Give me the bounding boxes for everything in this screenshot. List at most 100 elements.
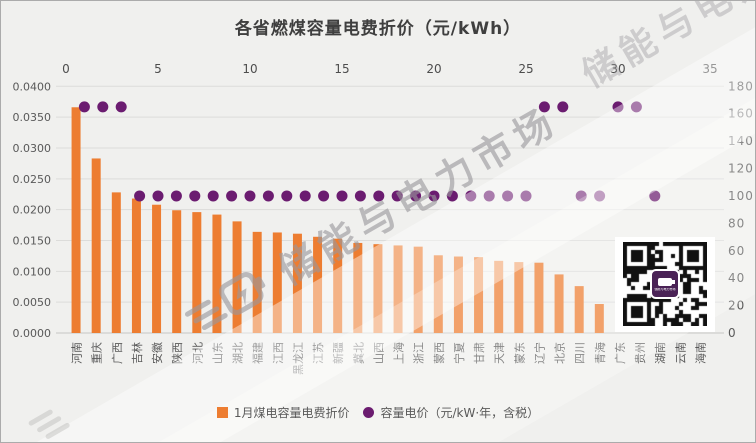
chart-legend: 1月煤电容量电费折价 容量电价（元/kW·年，含税） (1, 404, 755, 421)
dot-广西 (115, 101, 127, 113)
bar-山西 (373, 244, 383, 333)
top-axis-tick: 10 (242, 62, 257, 76)
category-label-甘肃: 甘肃 (473, 342, 486, 364)
left-axis-tick: 0.0150 (13, 234, 52, 247)
legend-square-swatch (216, 407, 228, 418)
category-label-海南: 海南 (693, 342, 707, 364)
bar-山东 (212, 214, 222, 333)
category-label-辽宁: 辽宁 (532, 342, 546, 364)
dot-北京 (520, 190, 532, 202)
bar-安徽 (152, 204, 162, 333)
dot-蒙西 (410, 190, 422, 202)
category-label-北京: 北京 (553, 342, 567, 364)
category-label-江苏: 江苏 (312, 342, 325, 364)
dot-吉林 (134, 190, 146, 202)
top-axis-tick: 35 (702, 62, 717, 76)
battery-logo-icon (658, 277, 675, 286)
bar-宁夏 (453, 256, 463, 333)
legend-label: 容量电价（元/kW·年，含税） (380, 406, 540, 420)
dot-浙江 (391, 190, 403, 202)
top-axis-tick: 20 (426, 62, 441, 76)
dot-湖北 (226, 190, 238, 202)
right-axis-tick: 160 (728, 107, 754, 121)
right-axis-tick: 40 (728, 271, 745, 285)
dot-重庆 (97, 101, 109, 113)
top-axis-tick: 25 (518, 62, 533, 76)
legend-circle-swatch (363, 407, 375, 418)
left-axis-tick: 0.0200 (13, 204, 52, 217)
bar-河北 (192, 212, 202, 333)
category-label-云南: 云南 (674, 342, 687, 364)
dot-黑龙江 (281, 190, 293, 202)
bar-甘肃 (474, 257, 484, 333)
category-label-广西: 广西 (111, 342, 124, 364)
dot-广东 (575, 190, 587, 202)
dot-宁夏 (428, 190, 440, 202)
left-axis-tick: 0.0400 (13, 80, 52, 93)
bar-湖北 (232, 221, 242, 333)
category-label-蒙西: 蒙西 (433, 342, 446, 364)
category-label-浙江: 浙江 (413, 342, 426, 364)
top-axis-tick: 0 (62, 62, 70, 76)
bar-四川 (574, 286, 584, 333)
top-axis-tick: 15 (334, 62, 349, 76)
category-label-河南: 河南 (71, 342, 84, 364)
qr-badge-label: 储能与电力市场 (654, 287, 676, 291)
top-axis-tick: 5 (154, 62, 162, 76)
dot-四川 (538, 101, 550, 113)
bar-蒙西 (433, 255, 443, 333)
dot-山东 (207, 190, 219, 202)
category-label-陕西: 陕西 (170, 342, 184, 364)
category-label-蒙东: 蒙东 (513, 342, 526, 364)
category-label-四川: 四川 (574, 342, 587, 364)
legend-item-bar-series: 1月煤电容量电费折价 (216, 404, 349, 421)
left-axis-tick: 0.0000 (13, 327, 52, 340)
dot-云南 (630, 101, 642, 113)
category-label-天津: 天津 (493, 342, 506, 364)
dot-河北 (189, 190, 201, 202)
bar-福建 (252, 231, 262, 333)
category-label-吉林: 吉林 (130, 342, 144, 364)
bar-浙江 (413, 246, 423, 333)
category-label-黑龙江: 黑龙江 (292, 342, 305, 375)
right-axis-tick: 60 (728, 244, 745, 258)
dot-福建 (244, 190, 256, 202)
bar-冀北 (353, 242, 363, 333)
bar-黑龙江 (292, 233, 302, 333)
bar-广西 (111, 192, 121, 333)
category-label-福建: 福建 (251, 342, 265, 364)
bar-河南 (71, 107, 81, 333)
bar-蒙东 (514, 262, 524, 333)
legend-item-scatter-series: 容量电价（元/kW·年，含税） (363, 404, 539, 421)
dot-江苏 (299, 190, 311, 202)
bar-吉林 (131, 198, 141, 333)
left-axis-tick: 0.0300 (13, 142, 52, 155)
qr-code: 储能与电力市场 (615, 237, 715, 332)
dot-甘肃 (446, 190, 458, 202)
left-axis-tick: 0.0100 (13, 265, 52, 278)
bar-辽宁 (534, 262, 544, 333)
category-label-广东: 广东 (614, 342, 627, 364)
category-label-新疆: 新疆 (331, 342, 345, 364)
right-axis-tick: 20 (728, 299, 745, 313)
bar-陕西 (172, 210, 182, 333)
category-label-河北: 河北 (191, 342, 204, 364)
dot-蒙东 (483, 190, 495, 202)
category-label-安徽: 安徽 (150, 342, 164, 364)
category-label-重庆: 重庆 (90, 342, 104, 364)
right-axis-tick: 180 (728, 79, 754, 93)
dot-江西 (262, 190, 274, 202)
category-label-湖北: 湖北 (232, 342, 245, 364)
category-label-贵州: 贵州 (634, 342, 647, 364)
bar-天津 (494, 260, 504, 333)
bar-北京 (554, 274, 564, 333)
left-axis-tick: 0.0350 (13, 111, 52, 124)
dot-青海 (557, 101, 569, 113)
dot-湖南 (612, 101, 624, 113)
right-axis-tick: 0 (728, 326, 737, 340)
top-axis-tick: 30 (610, 62, 625, 76)
dot-冀北 (336, 190, 348, 202)
dot-天津 (465, 190, 477, 202)
